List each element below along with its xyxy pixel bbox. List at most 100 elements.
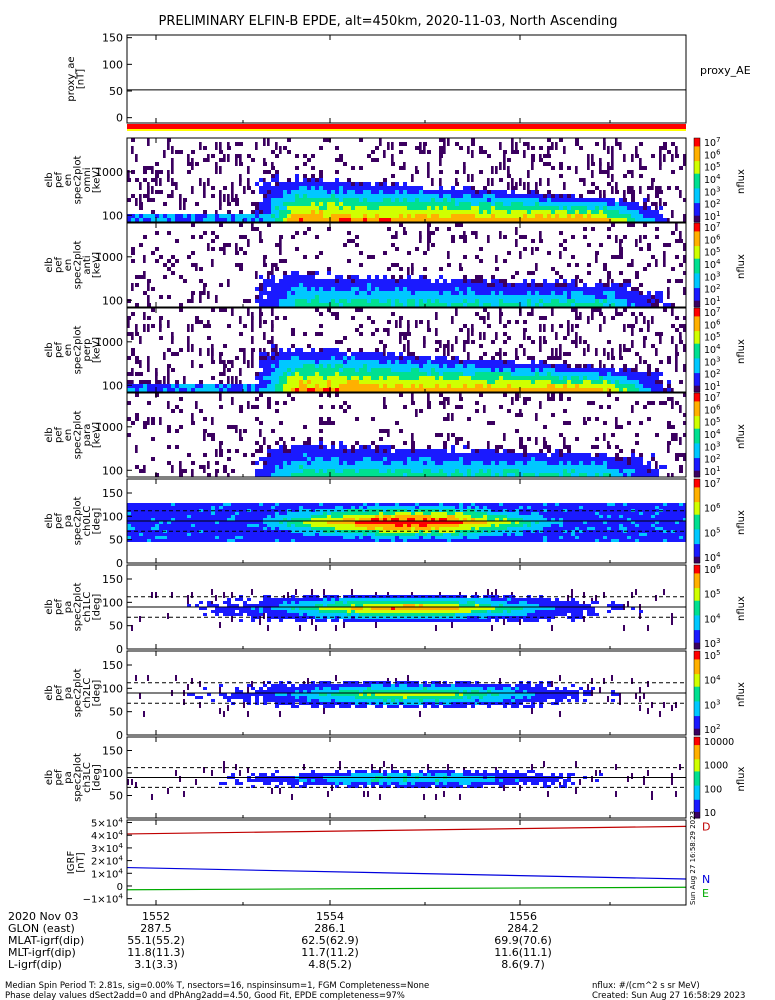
ephem-row-label: GLON (east)	[8, 922, 75, 935]
colorbar-label: nflux	[736, 424, 747, 449]
colorbar-tick-label: 102	[704, 198, 720, 211]
frame	[126, 650, 687, 736]
panel-en3: elbpefenspec2plotperp[keV]10001001071061…	[44, 306, 747, 393]
ytick-label: −1×104	[83, 892, 124, 906]
colorbar-tick-label: 106	[704, 502, 720, 515]
igrf-series-E	[127, 886, 686, 891]
frame	[126, 564, 687, 650]
ylabel-line: elb	[44, 685, 55, 700]
panel-pa2: elbpefpaspec2plotch2LC[deg]1501005001051…	[44, 649, 747, 742]
ylabel-line: [nT]	[76, 69, 87, 89]
ylabel-line: spec2plot	[73, 326, 84, 375]
ytick-label: 1000	[95, 421, 123, 434]
ylabel-line: pef	[54, 342, 65, 359]
ylabel-line: pef	[54, 685, 65, 702]
ephem-value: 284.2	[507, 922, 539, 935]
colorbar-tick-label: 102	[704, 283, 720, 296]
colorbar-tick-label: 102	[704, 723, 720, 736]
colorbar-pa3: 10000 1000 100 10 nflux	[693, 736, 747, 819]
ylabel-line: spec2plot	[73, 753, 84, 802]
frame	[126, 478, 687, 564]
ylabel-line: pa	[63, 601, 74, 613]
colorbar-pa0: 107 106 105 104 nflux	[693, 477, 747, 564]
colorbar-tick-label: 106	[704, 404, 720, 417]
ytick-label: 100	[102, 58, 123, 71]
ephem-value: 287.5	[140, 922, 172, 935]
ephem-row-label: L-igrf(dip)	[8, 958, 62, 971]
ylabel-line: elb	[44, 599, 55, 614]
colorbar-tick-label: 106	[704, 234, 720, 247]
colorbar-tick-label: 105	[704, 527, 720, 540]
ylabel-line: spec2plot	[73, 583, 84, 632]
ytick-label: 150	[102, 32, 123, 45]
ylabel-line: [deg]	[92, 594, 103, 621]
ylabel-line: pef	[54, 769, 65, 786]
colorbar-tick-label: 107	[704, 477, 720, 490]
ytick-label: 100	[102, 682, 123, 695]
colorbar-tick-label: 103	[704, 186, 720, 199]
panel-pa1: elbpefpaspec2plotch1LC[deg]1501005001061…	[44, 563, 747, 656]
colorbar-label: nflux	[736, 682, 747, 707]
ylabel-line: ch0LC	[82, 506, 93, 537]
ytick-label: 50	[109, 534, 123, 547]
colorbar-tick-label: 102	[704, 368, 720, 381]
colorbar-tick-label: 103	[704, 699, 720, 712]
ytick-label: 100	[102, 294, 123, 307]
ylabel-line: pa	[63, 771, 74, 783]
footer-line2: Phase delay values dSect2add=0 and dPhAn…	[5, 991, 405, 1000]
ylabel-line: pef	[54, 599, 65, 616]
colorbar-tick-label: 107	[704, 391, 720, 404]
ylabel-line: anti	[82, 255, 93, 274]
ylabel-proxy: proxy_ae[nT]	[66, 56, 87, 101]
panels: proxy_ae[nT]150100500proxy_AEelbpefenspe…	[44, 32, 751, 906]
footer-units: nflux: #/(cm^2 s sr MeV)	[592, 981, 700, 991]
ytick-label: 100	[102, 767, 123, 780]
panel-proxy: proxy_ae[nT] 150 100 50 0 proxy_AE	[66, 32, 751, 131]
ylabel-line: pef	[54, 427, 65, 444]
ephem-value: 1556	[509, 910, 537, 923]
ephem-row-label: MLAT-igrf(dip)	[8, 934, 84, 947]
colorbar-pa2: 105 104 103 102 nflux	[693, 649, 747, 736]
ylabel-line: spec2plot	[73, 411, 84, 460]
ytick-label: 2×104	[91, 854, 123, 868]
ytick-label: 0	[116, 729, 123, 742]
plot-area-en3	[127, 308, 686, 392]
colorbar-tick-label: 106	[704, 319, 720, 332]
colorbar-tick-label: 101	[704, 380, 720, 393]
ylabel-line: en	[63, 174, 74, 187]
ephem-value: 55.1(55.2)	[127, 934, 185, 947]
ylabel-line: en	[63, 429, 74, 442]
colorbar-tick-label: 105	[704, 246, 720, 259]
frame	[126, 819, 687, 906]
panel-en2: elbpefenspec2plotanti[keV]10001001071061…	[44, 221, 747, 308]
frame	[126, 392, 687, 478]
plot-area-igrf	[127, 825, 686, 891]
proxy-ae-label: proxy_AE	[700, 64, 751, 77]
ephem-row-label: MLT-igrf(dip)	[8, 946, 76, 959]
ephem-value: 1554	[316, 910, 344, 923]
colorbar-tick-label: 103	[704, 637, 720, 650]
ytick-label: 0	[116, 557, 123, 570]
orbit-strip-yellow	[127, 129, 686, 131]
ylabel-line: [keV]	[92, 252, 103, 278]
plot-area-en2	[127, 223, 686, 307]
ylabel-line: elb	[44, 257, 55, 272]
ephem-value: 11.8(11.3)	[127, 946, 185, 959]
colorbar-tick-label: 10000	[704, 737, 734, 748]
ylabel-line: [nT]	[76, 852, 87, 872]
colorbar-tick-label: 101	[704, 210, 720, 223]
igrf-series-label: E	[702, 887, 709, 900]
timestamp-vertical: Sun Aug 27 16:58:29 2023	[689, 811, 697, 905]
ytick-label: 50	[109, 790, 123, 803]
ephem-value: 1552	[142, 910, 170, 923]
colorbar-tick-label: 103	[704, 441, 720, 454]
frame	[126, 34, 687, 124]
colorbar-label: nflux	[736, 169, 747, 194]
ylabel-line: elb	[44, 427, 55, 442]
